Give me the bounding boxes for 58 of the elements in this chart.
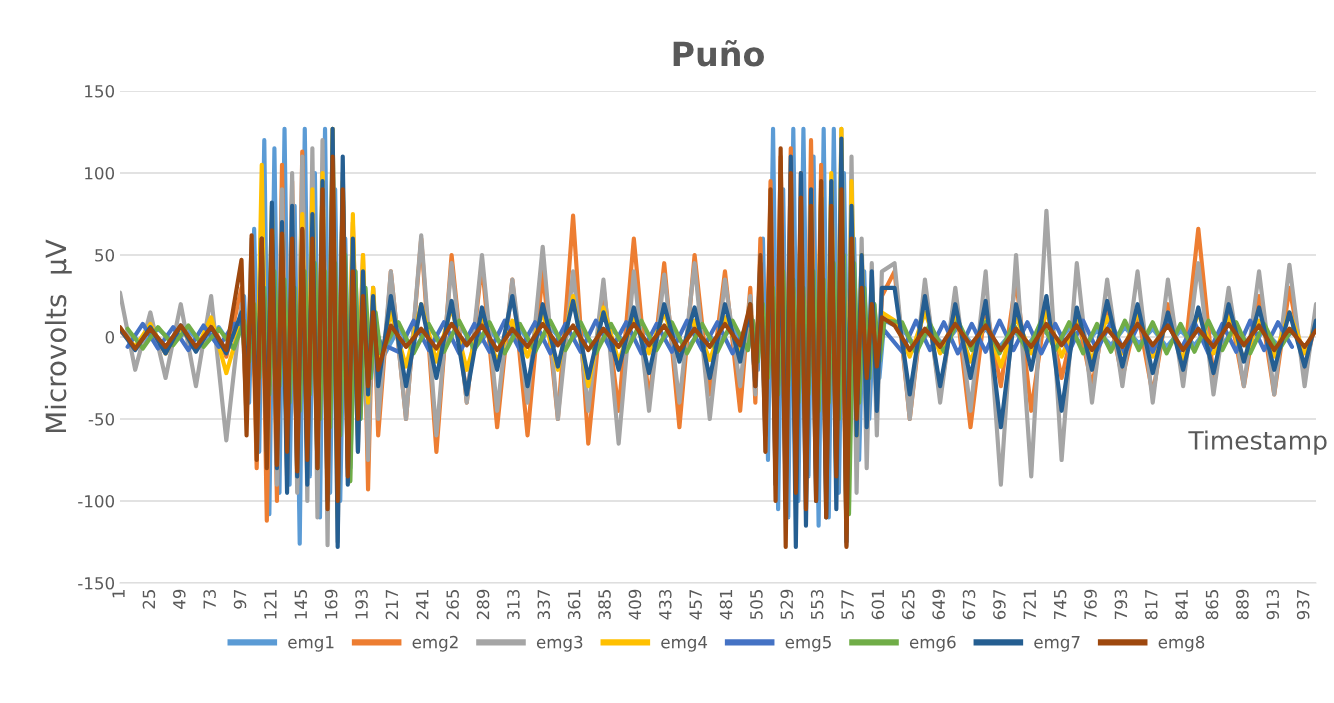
y-tick-label: -100 bbox=[78, 494, 115, 508]
legend-label: emg2 bbox=[412, 635, 458, 652]
x-tick-label: 217 bbox=[385, 589, 398, 620]
chart-title: Puño bbox=[673, 40, 764, 67]
y-axis-title: Microvolts μV bbox=[44, 239, 72, 433]
x-tick-label: 745 bbox=[1054, 590, 1067, 619]
legend-label: emg7 bbox=[1034, 636, 1080, 652]
x-tick-label: 121 bbox=[264, 590, 277, 619]
x-tick-label: 145 bbox=[294, 590, 308, 619]
x-tick-label: 289 bbox=[476, 589, 490, 620]
x-tick-label: 409 bbox=[628, 589, 642, 620]
legend-label: emg8 bbox=[1158, 635, 1205, 652]
x-tick-label: 481 bbox=[719, 590, 733, 620]
x-tick-label: 817 bbox=[1144, 589, 1158, 620]
x-tick-label: 649 bbox=[932, 589, 945, 620]
x-tick-label: 721 bbox=[1023, 590, 1036, 619]
y-tick-label: -150 bbox=[78, 576, 115, 590]
x-tick-label: 793 bbox=[1114, 589, 1128, 619]
x-tick-label: 841 bbox=[1175, 590, 1188, 620]
x-tick-label: 265 bbox=[446, 590, 459, 620]
x-tick-label: 385 bbox=[598, 590, 611, 620]
x-tick-label: 337 bbox=[537, 589, 551, 620]
x-tick-label: 937 bbox=[1296, 589, 1310, 620]
x-tick-label: 913 bbox=[1266, 589, 1280, 620]
x-axis-title: Timestamp bbox=[1188, 430, 1327, 455]
x-tick-label: 49 bbox=[172, 589, 186, 609]
legend-label: emg4 bbox=[661, 636, 708, 652]
y-tick-label: 0 bbox=[105, 330, 115, 344]
legend-label: emg5 bbox=[785, 636, 831, 652]
x-tick-label: 865 bbox=[1205, 590, 1219, 620]
x-tick-label: 553 bbox=[810, 589, 824, 620]
x-tick-label: 673 bbox=[962, 589, 976, 620]
x-tick-label: 457 bbox=[689, 589, 702, 620]
x-tick-label: 601 bbox=[871, 590, 885, 620]
x-tick-label: 505 bbox=[750, 590, 763, 620]
y-tick-label: 50 bbox=[95, 248, 115, 262]
legend-label: emg3 bbox=[536, 635, 583, 652]
y-tick-label: 150 bbox=[85, 84, 115, 98]
x-tick-label: 529 bbox=[780, 589, 794, 620]
y-tick-label: 100 bbox=[85, 166, 115, 180]
x-tick-label: 193 bbox=[355, 589, 368, 619]
x-tick-label: 97 bbox=[233, 589, 247, 609]
x-tick-label: 1 bbox=[112, 590, 125, 598]
x-tick-label: 73 bbox=[203, 589, 216, 609]
x-tick-label: 697 bbox=[993, 589, 1006, 620]
legend-label: emg1 bbox=[288, 636, 334, 652]
x-tick-label: 169 bbox=[324, 589, 338, 619]
y-tick-label: -50 bbox=[88, 412, 115, 426]
x-tick-label: 241 bbox=[415, 590, 429, 620]
x-tick-label: 25 bbox=[142, 590, 156, 609]
legend-label: emg6 bbox=[909, 635, 956, 652]
x-tick-label: 769 bbox=[1084, 589, 1097, 619]
x-tick-label: 313 bbox=[507, 589, 520, 620]
x-tick-label: 889 bbox=[1236, 589, 1249, 620]
x-tick-label: 433 bbox=[658, 589, 672, 620]
x-tick-label: 625 bbox=[901, 590, 915, 620]
x-tick-label: 361 bbox=[567, 590, 581, 620]
x-tick-label: 577 bbox=[841, 589, 854, 620]
